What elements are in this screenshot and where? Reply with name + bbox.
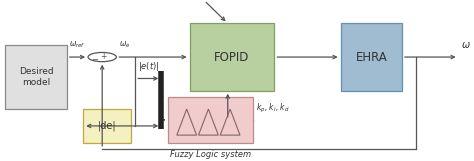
Text: −: − [91,55,98,64]
Text: FOPID: FOPID [214,51,250,64]
Text: $\omega_{ref}$: $\omega_{ref}$ [69,39,86,50]
Text: EHRA: EHRA [356,51,387,64]
Text: Desired
model: Desired model [19,67,54,87]
FancyBboxPatch shape [83,109,130,143]
Text: $|e(t)|$: $|e(t)|$ [137,60,159,73]
FancyBboxPatch shape [341,23,402,91]
Text: |de|: |de| [98,121,116,131]
FancyBboxPatch shape [5,45,67,109]
Text: $k_p$, $k_i$, $k_d$: $k_p$, $k_i$, $k_d$ [255,102,289,115]
Text: $\omega$: $\omega$ [461,40,471,50]
Text: $\omega_e$: $\omega_e$ [118,39,130,50]
FancyBboxPatch shape [190,23,274,91]
Text: Fuzzy Logic system: Fuzzy Logic system [170,150,251,159]
FancyBboxPatch shape [168,97,253,143]
Text: +: + [100,52,106,61]
